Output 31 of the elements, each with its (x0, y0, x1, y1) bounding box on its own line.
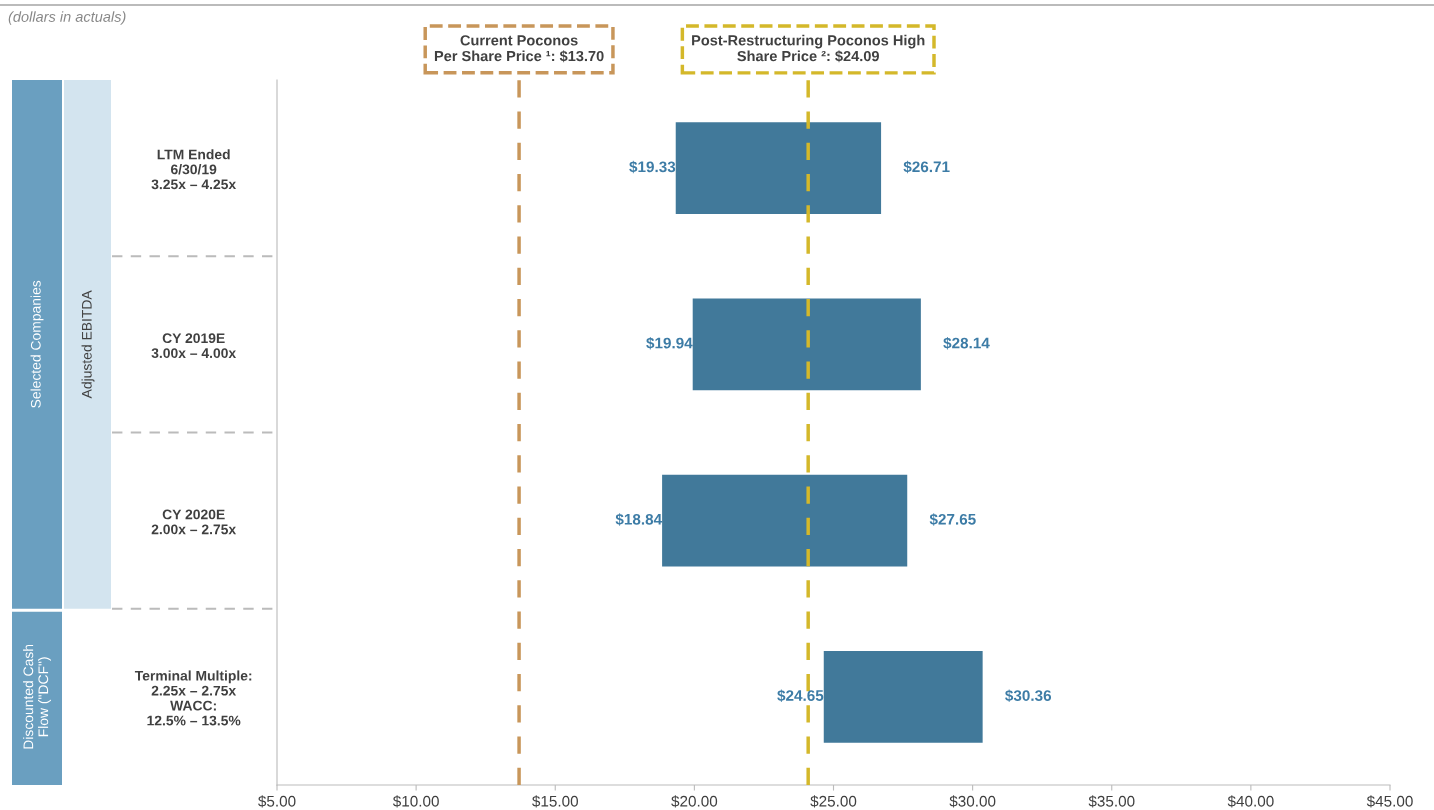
x-tick-label: $40.00 (1227, 795, 1274, 808)
x-tick-label: $30.00 (949, 795, 996, 808)
annotation: $19.33 (629, 160, 676, 174)
annotation: $24.65 (777, 689, 824, 702)
x-tick-label: $5.00 (258, 795, 296, 808)
bar (662, 474, 908, 567)
bar (692, 298, 921, 391)
annotation: $28.14 (943, 336, 990, 350)
ref-line-label: Post-Restructuring Poconos High Share Price ²: $24.09 (692, 34, 925, 63)
x-tick-label: $35.00 (1088, 795, 1135, 808)
annotation: $27.65 (929, 513, 976, 526)
x-tick-label: $10.00 (392, 795, 439, 808)
y-tick-label: CY 2020E 2.00x – 2.75x (151, 509, 237, 535)
annotation: $19.94 (646, 336, 693, 350)
text: (dollars in actuals) (8, 11, 126, 25)
text: Adjusted EBITDA (81, 290, 95, 399)
y-tick-label: LTM Ended 6/30/19 3.25x – 4.25x (151, 149, 237, 190)
bar (675, 122, 882, 214)
annotation: $30.36 (1005, 689, 1052, 702)
ref-line-label: Current Poconos Per Share Price ¹: $13.70 (434, 35, 604, 63)
y-tick-label: Terminal Multiple: 2.25x – 2.75x WACC: 12.5% – 13.5% (134, 670, 252, 726)
x-tick-label: $15.00 (532, 795, 579, 808)
y-tick-label: CY 2019E 3.00x – 4.00x (151, 333, 237, 359)
x-tick-label: $45.00 (1366, 795, 1413, 808)
annotation: $26.71 (903, 160, 950, 174)
x-tick-label: $25.00 (810, 795, 857, 808)
x-tick-label: $20.00 (671, 795, 718, 808)
annotation: $18.84 (615, 513, 663, 526)
text: Discounted Cash Flow ("DCF") (23, 644, 51, 749)
bar (823, 651, 983, 743)
text: Selected Companies (30, 280, 44, 408)
